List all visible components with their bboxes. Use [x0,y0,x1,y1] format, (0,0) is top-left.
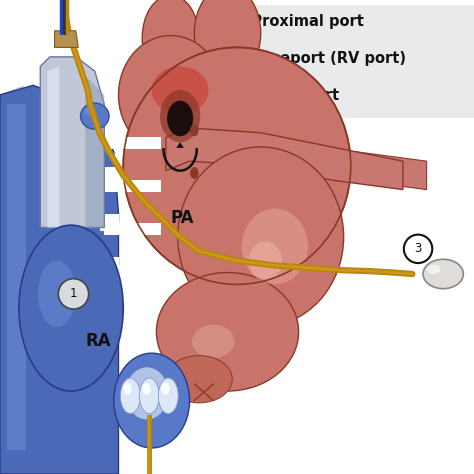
Ellipse shape [249,242,282,280]
FancyBboxPatch shape [104,137,161,149]
Polygon shape [55,31,78,47]
Polygon shape [0,85,24,474]
Ellipse shape [158,378,178,413]
Ellipse shape [0,190,12,208]
Ellipse shape [194,0,261,81]
Ellipse shape [59,164,116,187]
Polygon shape [100,167,118,184]
Ellipse shape [192,325,235,358]
Ellipse shape [242,209,308,284]
Text: PA: PA [171,209,194,227]
Ellipse shape [167,101,193,136]
FancyBboxPatch shape [118,118,474,474]
Ellipse shape [423,259,464,289]
Polygon shape [356,152,427,190]
Ellipse shape [19,225,123,391]
Ellipse shape [190,167,199,179]
FancyBboxPatch shape [104,180,161,192]
Ellipse shape [59,254,116,277]
Ellipse shape [0,304,12,322]
Ellipse shape [118,36,223,154]
Ellipse shape [81,103,109,129]
Ellipse shape [120,378,140,413]
FancyBboxPatch shape [104,223,161,235]
Text: 1: 1 [70,287,77,301]
Text: 3- Distal port: 3- Distal port [230,88,339,103]
Ellipse shape [178,147,344,327]
Text: RA: RA [85,332,111,350]
Ellipse shape [114,353,190,448]
Ellipse shape [152,66,209,114]
Ellipse shape [126,367,168,419]
Ellipse shape [161,383,170,394]
Ellipse shape [84,107,96,116]
Circle shape [58,279,89,309]
Text: 1- Proximal port: 1- Proximal port [230,14,364,29]
Ellipse shape [38,261,76,327]
Text: 3: 3 [414,242,422,255]
Ellipse shape [0,247,12,265]
Ellipse shape [59,211,116,235]
Ellipse shape [142,0,199,81]
Ellipse shape [139,378,159,413]
Ellipse shape [123,383,132,394]
Text: 2- Paceport (RV port): 2- Paceport (RV port) [230,51,406,66]
Ellipse shape [156,273,299,391]
Ellipse shape [142,383,151,394]
Polygon shape [47,66,59,228]
FancyBboxPatch shape [218,5,474,133]
Ellipse shape [0,356,12,374]
Polygon shape [40,57,104,228]
Polygon shape [0,85,118,474]
Ellipse shape [190,124,199,137]
Ellipse shape [59,296,116,320]
Ellipse shape [59,116,116,140]
Ellipse shape [123,47,351,284]
Ellipse shape [427,264,440,274]
FancyBboxPatch shape [104,265,161,277]
Circle shape [404,235,432,263]
Ellipse shape [166,356,232,403]
Ellipse shape [0,133,12,151]
Ellipse shape [160,90,200,142]
Polygon shape [100,300,118,317]
Polygon shape [176,142,184,148]
Polygon shape [100,257,118,274]
Polygon shape [166,128,403,190]
Polygon shape [7,104,26,450]
Polygon shape [100,214,118,231]
Polygon shape [100,119,118,137]
Polygon shape [85,76,104,228]
